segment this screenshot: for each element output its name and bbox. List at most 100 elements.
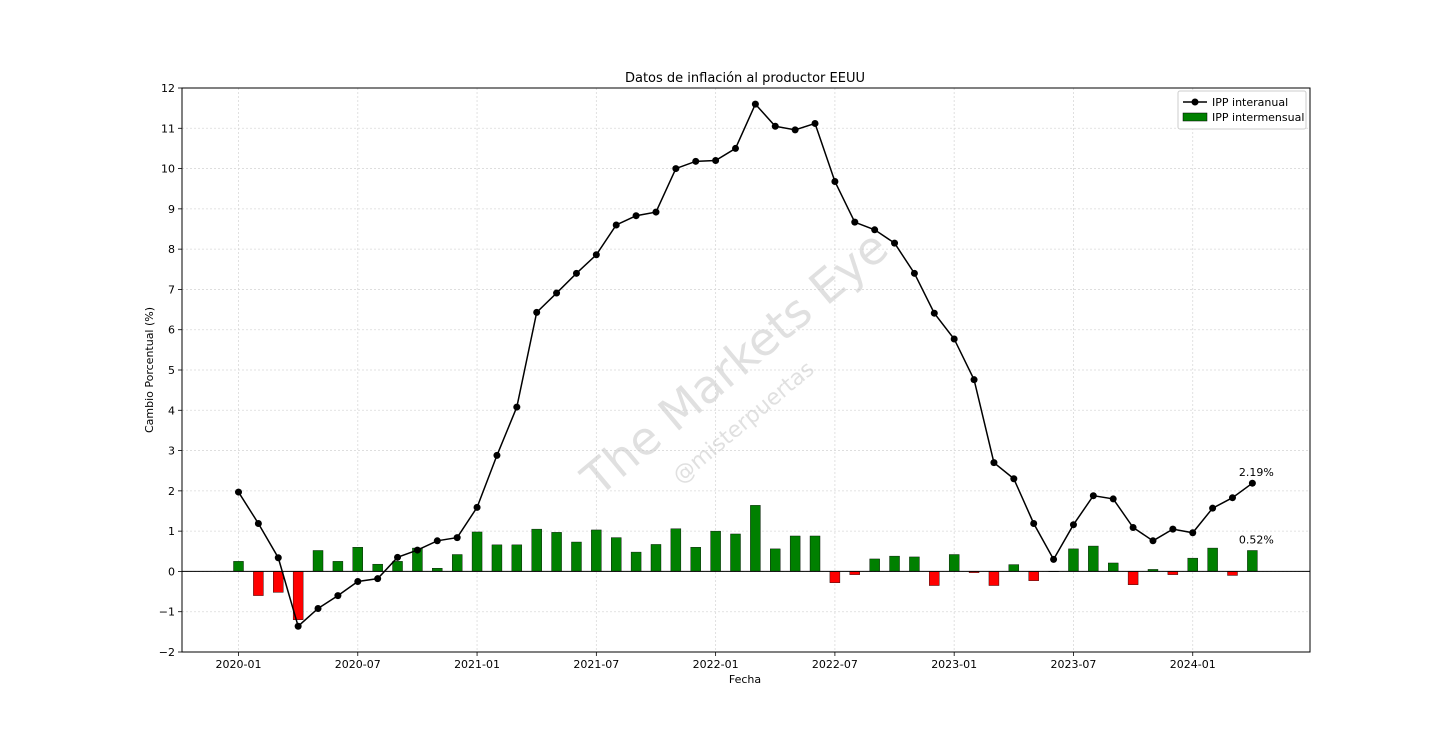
- line-point: [533, 308, 541, 316]
- annotation-mom: 0.52%: [1239, 533, 1274, 546]
- line-point: [1209, 504, 1217, 512]
- bar: [611, 537, 622, 572]
- line-point: [791, 126, 799, 134]
- y-tick-label: 11: [161, 122, 175, 135]
- bar: [1187, 557, 1198, 572]
- bar: [451, 554, 463, 572]
- bar: [909, 556, 920, 572]
- bar: [948, 554, 960, 572]
- line-point: [553, 289, 561, 297]
- bar: [1108, 562, 1119, 572]
- line-point: [1089, 492, 1097, 500]
- line-point: [1169, 525, 1177, 533]
- line-series: [235, 100, 1256, 630]
- line-point: [612, 221, 620, 229]
- legend-marker-swatch: [1191, 98, 1199, 106]
- bar: [531, 528, 542, 572]
- bar: [312, 550, 324, 572]
- line-point: [493, 451, 501, 459]
- line-point: [1109, 495, 1117, 503]
- bar: [392, 561, 403, 572]
- y-tick-label: −2: [159, 646, 175, 659]
- line-point: [235, 488, 242, 496]
- line-point: [930, 309, 938, 317]
- bar: [770, 548, 781, 572]
- bar: [670, 528, 682, 572]
- x-axis-title: Fecha: [729, 673, 761, 686]
- y-axis-title: Cambio Porcentual (%): [143, 307, 156, 433]
- chart-title: Datos de inflación al productor EEUU: [625, 71, 865, 86]
- legend-label-bar: IPP intermensual: [1212, 111, 1304, 124]
- y-tick-label: 12: [161, 82, 175, 95]
- y-tick-label: 8: [168, 243, 175, 256]
- y-tick-label: 4: [168, 404, 175, 417]
- legend: IPP interanual IPP intermensual: [1177, 90, 1307, 130]
- bar: [710, 530, 721, 572]
- line-point: [1050, 555, 1058, 563]
- line-point: [672, 165, 680, 173]
- line-point: [453, 534, 461, 542]
- x-tick-label: 2023-01: [931, 658, 977, 671]
- y-tick-label: −1: [159, 606, 175, 619]
- annotations: 2.19% 0.52%: [1239, 466, 1274, 546]
- line-point: [1248, 479, 1256, 487]
- bar: [1008, 564, 1020, 572]
- x-tick-label: 2022-01: [693, 658, 739, 671]
- line-point: [1069, 521, 1077, 529]
- line-point: [473, 503, 481, 511]
- line-point: [891, 239, 899, 247]
- line-point: [712, 157, 720, 165]
- bar: [1207, 547, 1218, 572]
- y-tick-label: 5: [168, 364, 175, 377]
- bar: [650, 544, 662, 572]
- bar: [730, 533, 741, 572]
- bar: [1127, 571, 1139, 585]
- x-tick-label: 2020-07: [335, 658, 381, 671]
- bar: [1028, 571, 1039, 581]
- bar: [988, 571, 1000, 586]
- legend-bar-swatch: [1182, 112, 1208, 122]
- bar: [1227, 571, 1238, 576]
- series-line: [237, 102, 1253, 628]
- line-point: [851, 218, 859, 226]
- bar: [1088, 545, 1099, 572]
- line-point: [652, 208, 660, 216]
- line-point: [1129, 524, 1137, 532]
- bar: [372, 563, 383, 572]
- line-point: [354, 578, 362, 585]
- bar: [571, 541, 582, 572]
- bar: [630, 551, 642, 572]
- y-tick-label: 6: [168, 324, 175, 337]
- line-point: [433, 537, 441, 545]
- bar: [332, 561, 344, 572]
- bar: [750, 505, 761, 572]
- bar: [253, 571, 264, 596]
- line-point: [1189, 529, 1197, 537]
- line-point: [632, 212, 640, 220]
- y-tick-label: 9: [168, 203, 175, 216]
- bar: [869, 558, 880, 572]
- line-point: [1229, 494, 1236, 502]
- bar: [1247, 550, 1258, 572]
- annotation-yoy: 2.19%: [1239, 466, 1274, 479]
- y-tick-label: 1: [168, 525, 175, 538]
- bar-series: [233, 505, 1258, 620]
- line-point: [572, 269, 580, 277]
- y-tick-label: 0: [168, 565, 175, 578]
- bar: [511, 544, 523, 572]
- line-point: [1010, 475, 1018, 483]
- line-point: [950, 335, 958, 343]
- line-point: [970, 376, 978, 384]
- bar: [809, 535, 821, 572]
- line-point: [1149, 537, 1157, 545]
- line-point: [910, 269, 918, 277]
- x-tick-label: 2021-01: [454, 658, 500, 671]
- bar: [273, 571, 284, 593]
- line-point: [732, 144, 739, 152]
- line-point: [692, 157, 700, 165]
- legend-box: [1177, 90, 1307, 130]
- line-point: [592, 251, 600, 259]
- line-point: [871, 226, 879, 234]
